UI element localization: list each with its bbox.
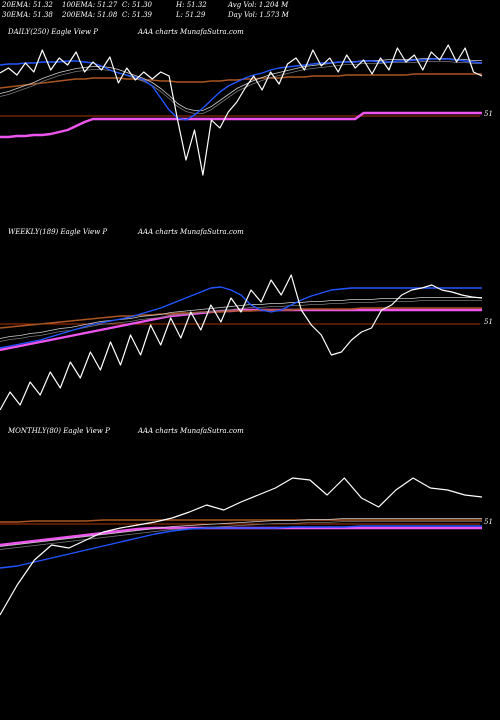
monthly-series-line-gray-0	[0, 518, 482, 547]
monthly-series-line-3	[0, 519, 482, 523]
daily-series-line-0	[0, 44, 483, 176]
monthly-series-line-1	[0, 525, 482, 569]
daily-series-line-gray-1	[0, 61, 482, 114]
daily-chart-panel	[0, 44, 483, 176]
weekly-series-line-4	[0, 308, 482, 352]
hdr-200ema: 200EMA: 51.08	[62, 11, 118, 19]
hdr-100ema: 100EMA: 51.27	[62, 1, 118, 9]
hdr-20ema: 20EMA: 51.32	[2, 1, 53, 9]
weekly-series-line-1	[0, 286, 482, 349]
daily-series-line-3	[0, 73, 482, 89]
monthly-series-line-gray-1	[0, 521, 482, 550]
hdr-avg-vol: Avg Vol: 1.204 M	[228, 1, 289, 9]
hdr-high: H: 51.32	[176, 1, 207, 9]
weekly-panel-source: AAA charts MunafaSutra.com	[138, 228, 244, 236]
weekly-chart-panel	[0, 274, 483, 411]
daily-series-line-4	[0, 111, 482, 139]
daily-series-line-gray-0	[0, 58, 482, 111]
monthly-series-line-4	[0, 526, 482, 547]
hdr-30ema: 30EMA: 51.38	[2, 11, 53, 19]
weekly-level-label: 51	[484, 318, 493, 326]
daily-level-label: 51	[484, 110, 493, 118]
weekly-panel-title: WEEKLY(189) Eagle View P	[8, 228, 108, 236]
daily-panel-title: DAILY(250) Eagle View P	[8, 28, 98, 36]
weekly-series-line-gray-0	[0, 297, 482, 339]
monthly-level-label: 51	[484, 518, 493, 526]
hdr-open: C: 51.30	[122, 1, 152, 9]
weekly-series-line-0	[0, 274, 483, 411]
hdr-day-vol: Day Vol: 1.573 M	[228, 11, 289, 19]
monthly-chart-panel	[0, 477, 483, 616]
hdr-close: C: 51.39	[122, 11, 152, 19]
monthly-panel-source: AAA charts MunafaSutra.com	[138, 427, 244, 435]
daily-panel-source: AAA charts MunafaSutra.com	[138, 28, 244, 36]
monthly-panel-title: MONTHLY(80) Eagle View P	[8, 427, 110, 435]
hdr-low: L: 51.29	[176, 11, 206, 19]
monthly-series-line-0	[0, 477, 483, 616]
